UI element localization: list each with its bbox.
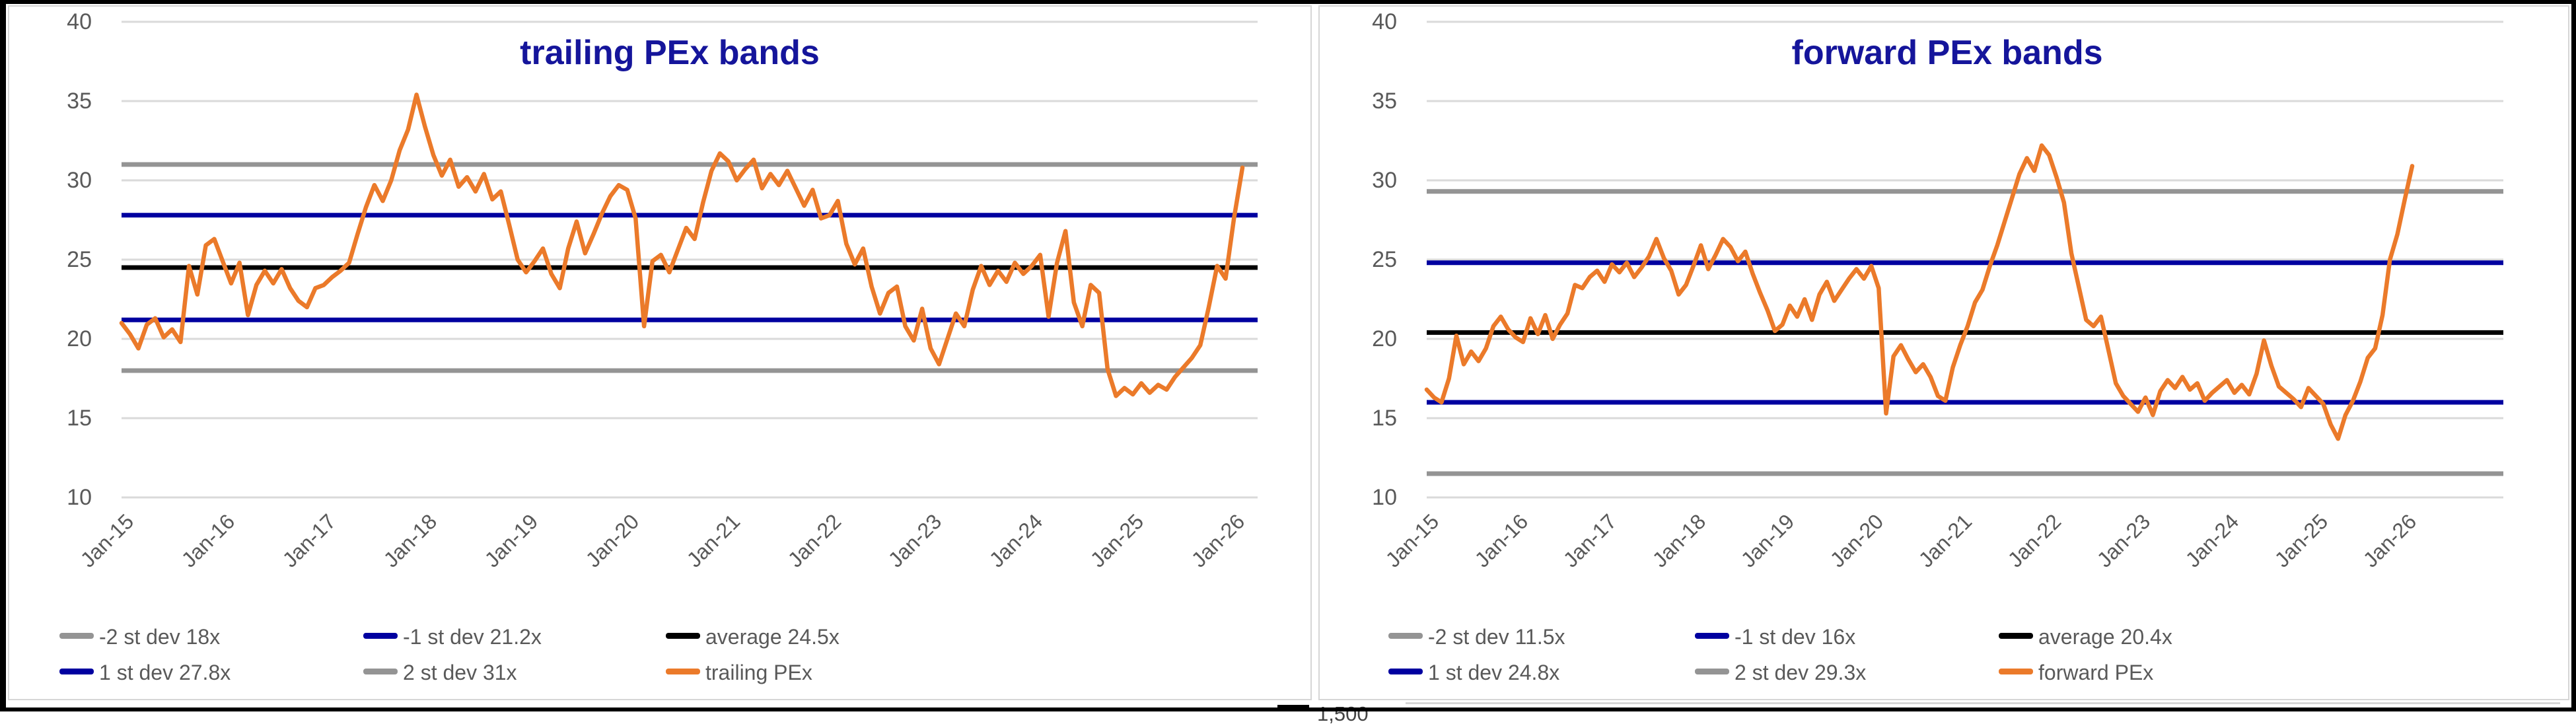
legend-key-line — [666, 633, 700, 639]
legend-item: 1 st dev 27.8x — [59, 661, 231, 690]
legend-label: -2 st dev 18x — [99, 625, 221, 649]
legend-label: forward PEx — [2038, 661, 2154, 684]
y-axis-tick-label: 25 — [67, 247, 92, 272]
legend-label: 2 st dev 29.3x — [1735, 661, 1867, 684]
legend-item: 2 st dev 29.3x — [1695, 661, 1866, 690]
outer-frame-bottom — [0, 708, 2576, 711]
legend-item: trailing PEx — [666, 661, 812, 690]
outer-frame-right — [2571, 0, 2576, 711]
chart-title: forward PEx bands — [1791, 34, 2103, 72]
legend-key-line — [363, 669, 398, 674]
legend-label: 1 st dev 27.8x — [99, 661, 231, 684]
legend-item: average 24.5x — [666, 625, 840, 654]
y-axis-tick-label: 10 — [1372, 485, 1397, 510]
y-axis-tick-label: 35 — [67, 89, 92, 114]
series-line-forward-pex — [1424, 143, 2415, 441]
y-axis-tick-label: 35 — [1372, 89, 1397, 114]
y-axis-tick-label: 15 — [1372, 406, 1397, 431]
legend-item: average 20.4x — [1999, 625, 2172, 654]
y-axis-tick-label: 25 — [1372, 247, 1397, 272]
legend-key-line — [666, 669, 700, 674]
series-line-trailing-pex — [119, 92, 1245, 398]
legend-label: 2 st dev 31x — [403, 661, 517, 684]
y-axis-tick-label: 30 — [67, 168, 92, 193]
legend-label: average 24.5x — [705, 625, 840, 649]
y-axis-tick-label: 15 — [67, 406, 92, 431]
partial-lower-chart-line-marker — [1277, 705, 1309, 709]
legend-key-line — [59, 633, 94, 639]
legend-label: -1 st dev 21.2x — [403, 625, 542, 649]
chart-title: trailing PEx bands — [520, 34, 820, 72]
forward-pex-chart-panel: forward PEx bands 40 35 30 25 20 15 10 Jan-15 Ja… — [1318, 5, 2569, 700]
trailing-pex-chart-panel: trailing PEx bands 40 35 30 25 20 15 10 Jan-15 J… — [8, 5, 1312, 700]
legend-item: -2 st dev 11.5x — [1388, 625, 1565, 654]
legend-key-line — [1999, 669, 2033, 674]
partial-lower-chart-border — [1406, 702, 2560, 704]
y-axis-tick-label: 10 — [67, 485, 92, 510]
legend-label: -1 st dev 16x — [1735, 625, 1856, 649]
legend-label: -2 st dev 11.5x — [1428, 625, 1565, 649]
legend-key-line — [59, 669, 94, 674]
legend-key-line — [1695, 633, 1729, 639]
legend-key-line — [1388, 669, 1423, 674]
legend-item: 1 st dev 24.8x — [1388, 661, 1559, 690]
legend-key-line — [1388, 633, 1423, 639]
plot-area — [119, 20, 1258, 499]
legend-label: average 20.4x — [2038, 625, 2172, 649]
legend-label: trailing PEx — [705, 661, 812, 684]
legend-item: -1 st dev 21.2x — [363, 625, 542, 654]
legend-item: forward PEx — [1999, 661, 2153, 690]
legend-key-line — [1999, 633, 2033, 639]
y-axis-tick-label: 30 — [1372, 168, 1397, 193]
legend-item: -1 st dev 16x — [1695, 625, 1855, 654]
outer-frame-top — [0, 0, 2576, 4]
y-axis-tick-label: 20 — [1372, 326, 1397, 351]
y-axis-tick-label: 40 — [67, 9, 92, 34]
outer-frame-left — [0, 0, 6, 711]
y-axis-tick-label: 20 — [67, 326, 92, 351]
legend-key-line — [1695, 669, 1729, 674]
legend-label: 1 st dev 24.8x — [1428, 661, 1560, 684]
plot-area — [1424, 20, 2503, 499]
y-axis-tick-label: 40 — [1372, 9, 1397, 34]
legend-item: -2 st dev 18x — [59, 625, 220, 654]
legend-item: 2 st dev 31x — [363, 661, 517, 690]
legend-key-line — [363, 633, 398, 639]
partial-lower-chart-tick-label: 1,500 — [1317, 702, 1369, 725]
